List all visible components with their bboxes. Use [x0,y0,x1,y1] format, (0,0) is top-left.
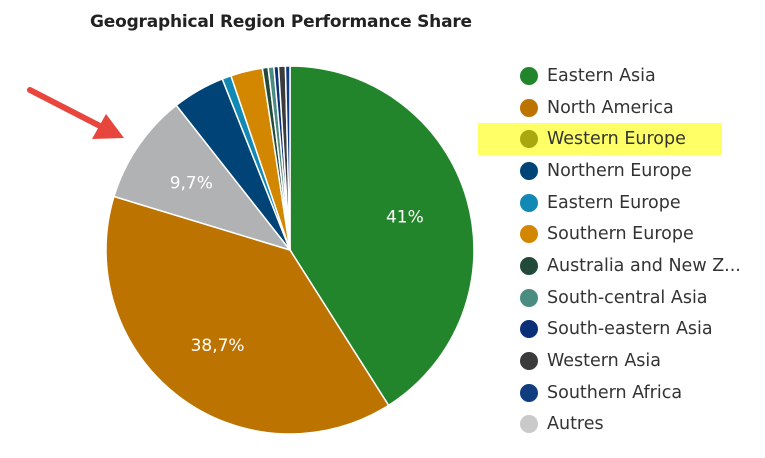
legend-swatch [520,161,538,180]
pie-slice-southern-africa[interactable] [284,65,291,251]
legend-item-south-central-asia[interactable]: South-central Asia [478,282,722,314]
legend-label: Northern Europe [547,160,692,181]
legend-item-australia-and-new-z[interactable]: Australia and New Z... [478,250,741,282]
legend-label: Southern Africa [547,382,683,403]
legend-swatch [520,320,538,339]
legend-item-western-europe[interactable]: Western Europe [478,123,722,156]
legend-label: Western Asia [547,351,662,372]
legend-label: Western Europe [547,129,686,150]
legend-swatch [520,383,538,402]
chart-legend: Eastern Asia North America Western Europe N… [478,60,741,441]
data-label: 38,7% [191,336,245,356]
legend-label: Eastern Asia [547,65,656,86]
legend-item-southern-europe[interactable]: Southern Europe [478,218,722,250]
legend-swatch [520,130,538,149]
legend-label: Autres [547,414,604,435]
legend-swatch [520,193,538,212]
pie-slice-eastern-asia[interactable] [289,65,475,407]
legend-label: North America [547,97,674,118]
data-label: 9,7% [170,173,213,193]
legend-label: Southern Europe [547,224,694,245]
legend-label: South-central Asia [547,287,708,308]
legend-label: Eastern Europe [547,192,681,213]
legend-label: Australia and New Z... [547,255,741,276]
pie-slice-north-america[interactable] [105,195,390,435]
legend-item-western-asia[interactable]: Western Asia [478,345,722,377]
legend-item-autres[interactable]: Autres [478,409,722,441]
legend-swatch [520,256,538,275]
legend-item-eastern-europe[interactable]: Eastern Europe [478,187,722,219]
legend-swatch [520,288,538,307]
annotation-arrow-head [92,114,124,139]
legend-label: South-eastern Asia [547,319,713,340]
legend-swatch [520,415,538,434]
legend-item-south-eastern-asia[interactable]: South-eastern Asia [478,314,722,346]
legend-swatch [520,98,538,117]
legend-item-north-america[interactable]: North America [478,92,722,124]
legend-item-southern-africa[interactable]: Southern Africa [478,377,722,409]
legend-swatch [520,225,538,244]
legend-item-eastern-asia[interactable]: Eastern Asia [478,60,722,92]
annotation-arrow-shaft [27,87,103,129]
data-label: 41% [386,208,424,228]
chart-title: Geographical Region Performance Share [90,12,472,32]
legend-swatch [520,66,538,85]
legend-item-northern-europe[interactable]: Northern Europe [478,155,722,187]
legend-swatch [520,352,538,371]
pie-slice-autres[interactable] [113,104,293,252]
